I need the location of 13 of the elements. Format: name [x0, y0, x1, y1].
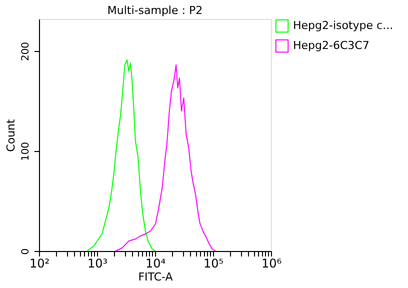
chart-title: Multi-sample : P2 [107, 4, 203, 17]
y-tick-label: 0 [20, 248, 32, 255]
x-tick-label: 10⁶ [261, 256, 282, 270]
legend-label: Hepg2-6C3C7 [293, 39, 370, 52]
x-tick-label: 10³ [87, 256, 108, 270]
legend-label: Hepg2-isotype c... [293, 19, 394, 32]
y-axis-title: Count [4, 118, 18, 152]
x-axis-title: FITC-A [138, 270, 174, 284]
x-tick-label: 10⁵ [203, 256, 224, 270]
y-tick-label: 100 [20, 142, 32, 162]
y-tick-label: 200 [20, 42, 32, 62]
x-tick-label: 10⁴ [145, 256, 166, 270]
x-tick-label: 10² [29, 256, 50, 270]
